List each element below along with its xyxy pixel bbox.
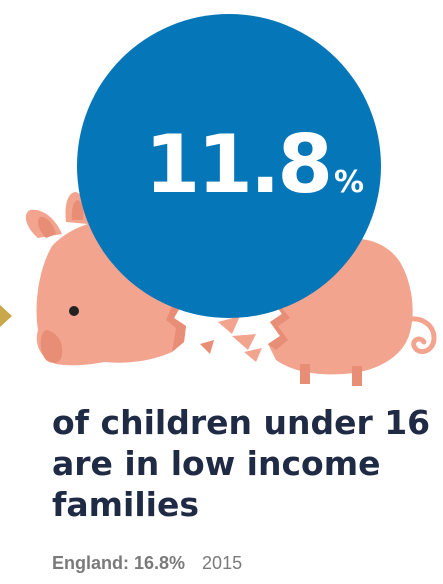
stat-value: 11.8 (145, 118, 330, 211)
piggy-eye (69, 306, 79, 316)
stat-circle (77, 14, 381, 318)
stat-caption: of children under 16 are in low income f… (52, 402, 437, 525)
england-comparison: England: 16.8% (52, 553, 186, 573)
stat-footer: England: 16.8% 2015 (52, 552, 242, 574)
stat-unit: % (334, 165, 364, 200)
data-year: 2015 (202, 553, 243, 573)
arrow-icon (0, 305, 12, 327)
caption-line: families (52, 485, 199, 524)
caption-line: are in low income (52, 444, 381, 483)
hero-illustration: 11.8 % (0, 14, 437, 386)
caption-line: of children under 16 (52, 403, 431, 442)
